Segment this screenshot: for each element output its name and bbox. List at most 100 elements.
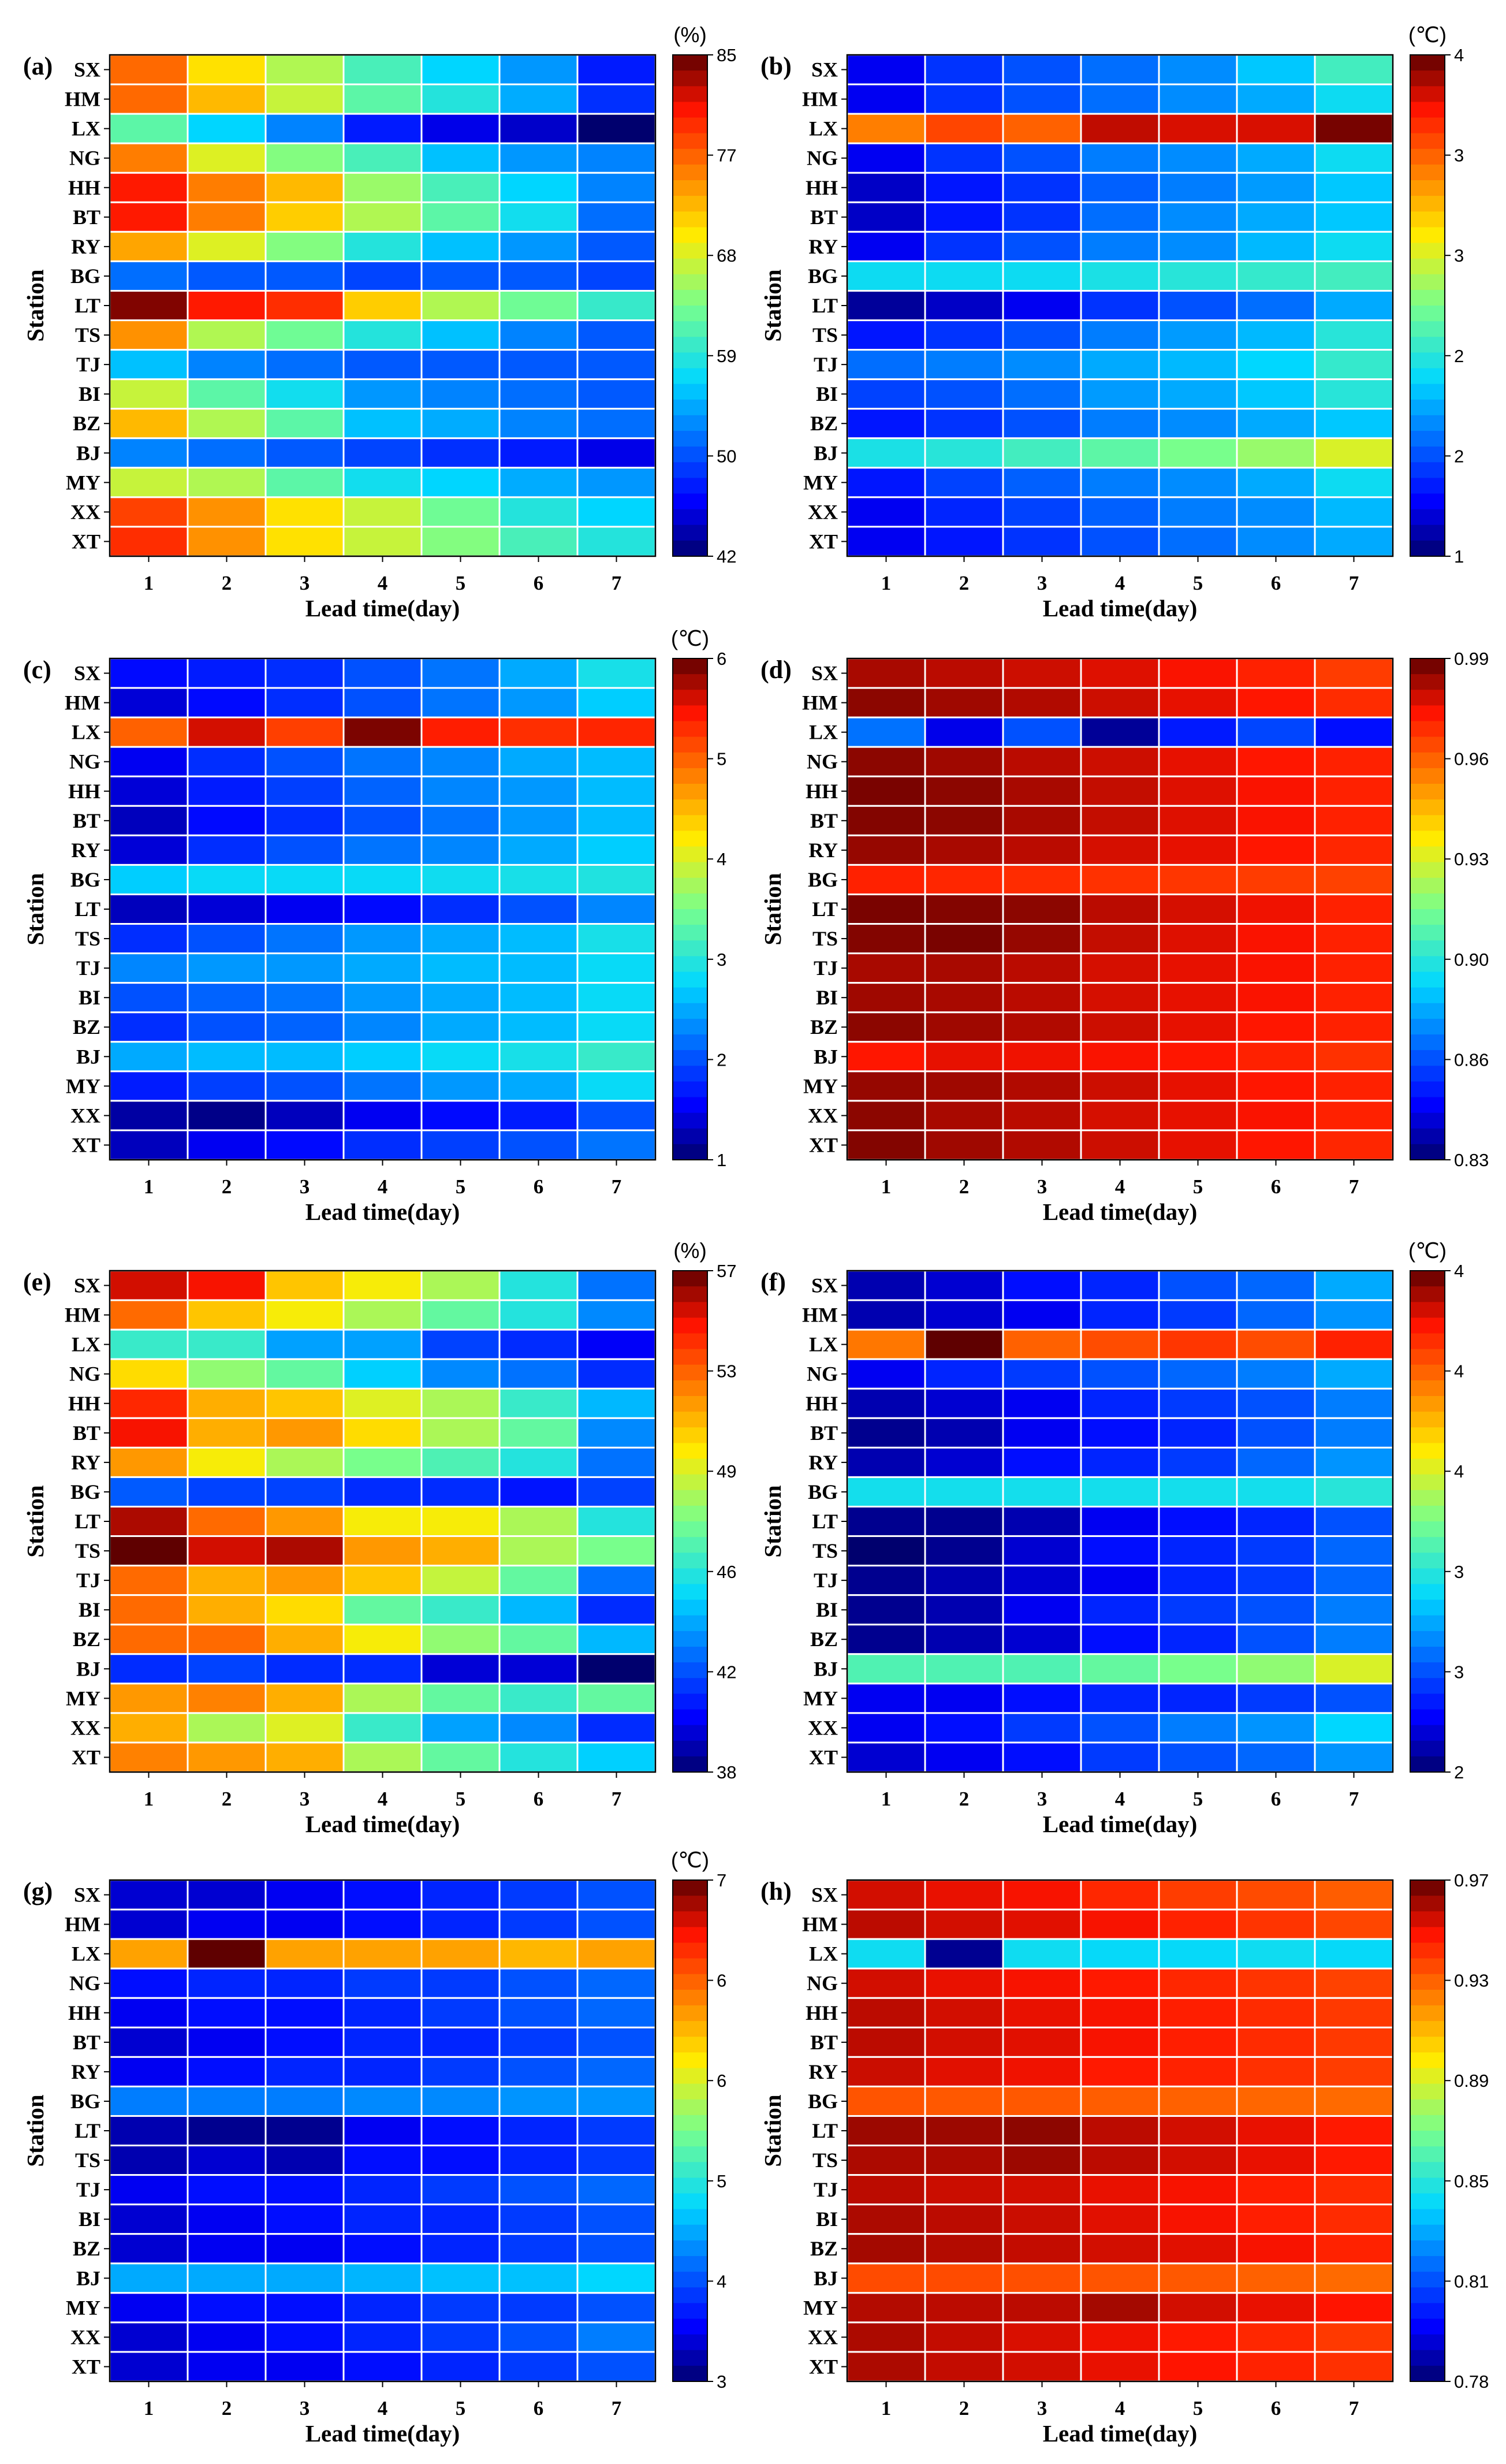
colorbar-tick-label: 42 — [717, 1662, 736, 1682]
heatmap-cell — [498, 1741, 579, 1773]
heatmap-cell — [1002, 952, 1082, 984]
heatmap-cell — [1236, 526, 1316, 557]
colorbar-step — [673, 831, 707, 847]
heatmap-cell — [420, 2292, 501, 2324]
heatmap-cell — [342, 923, 423, 955]
heatmap-cell — [109, 1653, 189, 1685]
heatmap-cell — [846, 863, 926, 895]
heatmap-cell — [420, 1446, 501, 1478]
colorbar-step — [1410, 1958, 1445, 1975]
heatmap-cell — [846, 1100, 926, 1131]
heatmap-cell — [498, 893, 579, 925]
heatmap-cell — [420, 2145, 501, 2176]
colorbar-step — [673, 1896, 707, 1912]
station-tick-label: RY — [71, 2060, 100, 2083]
heatmap-cell — [498, 1011, 579, 1043]
lead-time-tick-label: 6 — [534, 1788, 544, 1810]
heatmap-cell — [924, 2174, 1004, 2206]
heatmap-cell — [187, 1011, 267, 1043]
heatmap-cell — [420, 716, 501, 748]
heatmap-cell — [1002, 349, 1082, 381]
colorbar-step — [1410, 1427, 1445, 1443]
heatmap-cell — [342, 1387, 423, 1419]
colorbar-step — [673, 431, 707, 447]
station-tick-label: LT — [812, 294, 838, 317]
heatmap-cell — [1158, 805, 1238, 836]
heatmap-cell — [846, 2321, 926, 2353]
colorbar-tick-label: 77 — [717, 146, 736, 166]
station-tick-label: BT — [810, 1421, 838, 1445]
heatmap-cell — [342, 1417, 423, 1449]
colorbar-step — [673, 2224, 707, 2241]
station-tick-label: SX — [811, 662, 838, 685]
heatmap-cell — [1236, 2085, 1316, 2117]
heatmap-cell — [1158, 1712, 1238, 1744]
lead-time-tick-label: 1 — [144, 1175, 154, 1198]
colorbar-step — [673, 1380, 707, 1397]
heatmap-cell — [924, 230, 1004, 262]
colorbar-tick-label: 3 — [1454, 146, 1464, 166]
colorbar-tick-label: 0.99 — [1454, 649, 1489, 669]
station-tick-label: BZ — [73, 1628, 100, 1651]
heatmap-cell — [1080, 775, 1160, 807]
heatmap-cell — [1236, 805, 1316, 836]
heatmap-cell — [846, 1446, 926, 1478]
heatmap-cell — [1236, 982, 1316, 1014]
heatmap-cell — [1314, 1476, 1394, 1508]
heatmap-cell — [924, 2085, 1004, 2117]
heatmap-cell — [1236, 2204, 1316, 2235]
lead-time-tick-label: 5 — [1193, 1175, 1203, 1198]
colorbar-step — [673, 1081, 707, 1098]
heatmap-cell — [109, 2262, 189, 2294]
heatmap-cell — [846, 2292, 926, 2324]
heatmap-cell — [420, 2085, 501, 2117]
heatmap-cell — [498, 1938, 579, 1970]
heatmap-cell — [846, 1129, 926, 1161]
colorbar-step — [673, 2334, 707, 2351]
colorbar-step — [673, 1584, 707, 1601]
heatmap-cell — [846, 378, 926, 410]
colorbar-frame — [1410, 1270, 1445, 1773]
heatmap-cell — [1236, 1712, 1316, 1744]
heatmap-cell — [924, 1565, 1004, 1596]
heatmap-cell — [342, 172, 423, 203]
heatmap-cell — [498, 1328, 579, 1360]
colorbar-step — [673, 1942, 707, 1959]
heatmap-cell — [1236, 1624, 1316, 1655]
station-tick-label: MY — [66, 1074, 100, 1097]
heatmap-cell — [576, 1879, 657, 1911]
heatmap-cell — [1002, 1938, 1082, 1970]
heatmap-cell — [576, 1997, 657, 2028]
heatmap-cell — [1314, 1967, 1394, 1999]
colorbar-step — [673, 1286, 707, 1302]
colorbar-tick-label: 1 — [717, 1150, 726, 1170]
colorbar-step — [1410, 243, 1445, 259]
heatmap-cell — [264, 893, 345, 925]
colorbar-step — [1410, 70, 1445, 87]
heatmap-cell — [1236, 1741, 1316, 1773]
heatmap-cell — [924, 467, 1004, 498]
station-tick-label: TS — [75, 1539, 100, 1562]
colorbar-step — [673, 2209, 707, 2225]
heatmap-cell — [420, 2115, 501, 2147]
lead-time-tick-label: 3 — [1037, 572, 1048, 594]
colorbar-step — [1410, 1112, 1445, 1129]
heatmap-cell — [924, 1299, 1004, 1331]
station-tick-label: HH — [806, 2001, 838, 2024]
heatmap-cell — [1158, 1129, 1238, 1161]
heatmap-cell — [1002, 2292, 1082, 2324]
heatmap-cell — [1236, 496, 1316, 528]
heatmap-cell — [420, 2026, 501, 2058]
station-tick-label: LT — [74, 294, 100, 317]
heatmap-cell — [109, 834, 189, 866]
heatmap-cell — [846, 657, 926, 689]
heatmap-cell — [187, 1624, 267, 1655]
heatmap-cell — [264, 83, 345, 115]
station-tick-label: BG — [808, 1480, 838, 1503]
heatmap-cell — [264, 716, 345, 748]
heatmap-cell — [1002, 201, 1082, 233]
colorbar-step — [673, 117, 707, 134]
colorbar-tick-label: 4 — [717, 2271, 726, 2291]
heatmap-cell — [846, 1653, 926, 1685]
colorbar-tick-label: 0.85 — [1454, 2171, 1489, 2191]
